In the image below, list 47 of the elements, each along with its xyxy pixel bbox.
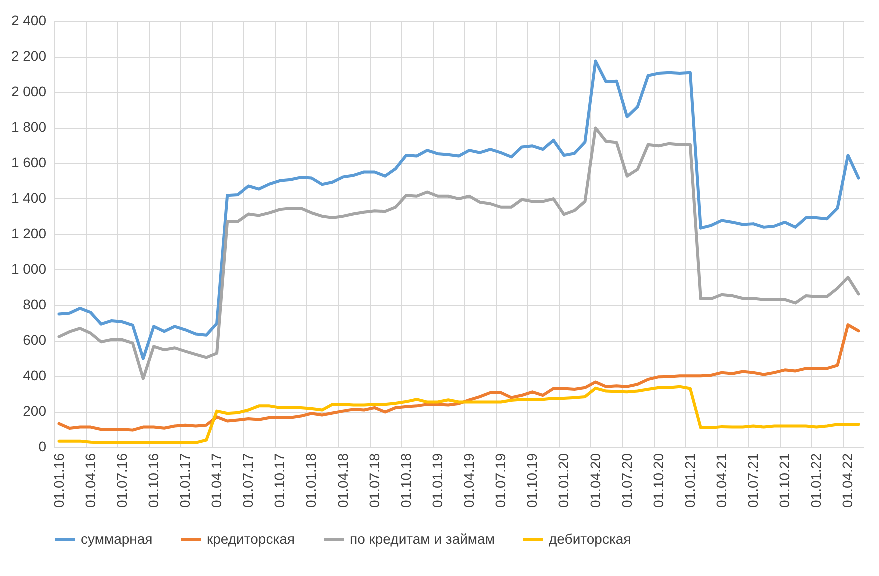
x-tick-label: 01.01.16: [50, 453, 67, 508]
x-tick-label: 01.04.16: [82, 453, 98, 508]
x-tick-label: 01.07.16: [114, 453, 130, 508]
y-tick-label: 200: [23, 403, 47, 419]
y-tick-label: 1 400: [11, 190, 47, 206]
legend-label: суммарная: [81, 530, 153, 547]
legend-label: по кредитам и займам: [350, 530, 495, 547]
line-series: [58, 385, 860, 444]
x-tick-label: 01.07.19: [492, 453, 509, 508]
y-tick-label: 1 200: [11, 226, 47, 242]
x-tick-label: 01.07.18: [366, 453, 382, 508]
y-tick-label: 800: [23, 296, 47, 312]
x-tick-label: 01.10.19: [524, 453, 540, 508]
x-tick-label: 01.04.22: [840, 453, 856, 508]
x-tick-label: 01.01.17: [176, 453, 193, 508]
y-tick-label: 1 600: [11, 154, 47, 170]
y-tick-label: 400: [23, 368, 47, 384]
x-tick-label: 01.01.22: [808, 453, 824, 508]
line-series: [58, 60, 860, 360]
x-tick-label: 01.10.18: [398, 453, 414, 508]
x-tick-label: 01.04.17: [208, 453, 225, 508]
y-tick-label: 600: [23, 332, 47, 348]
line-series: [58, 126, 860, 380]
y-tick-label: 2 000: [11, 84, 47, 100]
x-tick-label: 01.04.19: [461, 453, 478, 508]
x-tick-label: 01.07.17: [240, 453, 256, 508]
y-tick-label: 2 400: [11, 12, 47, 28]
x-tick-label: 01.01.20: [556, 453, 572, 508]
legend-label: дебиторская: [549, 530, 632, 547]
x-tick-label: 01.10.16: [145, 453, 162, 508]
x-tick-label: 01.04.18: [334, 453, 351, 508]
x-tick-label: 01.07.20: [618, 453, 635, 508]
y-tick-label: 0: [38, 438, 47, 454]
legend-label: кредиторская: [207, 530, 296, 547]
y-tick-label: 1 000: [11, 261, 47, 277]
x-tick-label: 01.01.19: [429, 453, 446, 508]
x-tick-label: 01.01.18: [303, 453, 320, 508]
x-tick-label: 01.04.20: [587, 453, 604, 508]
line-series: [58, 324, 860, 432]
x-tick-label: 01.10.17: [272, 453, 288, 508]
y-tick-label: 1 800: [11, 119, 47, 135]
x-tick-label: 01.07.21: [745, 453, 762, 508]
x-tick-label: 01.01.21: [682, 453, 698, 508]
y-tick-label: 2 200: [11, 48, 47, 64]
x-tick-label: 01.10.21: [776, 453, 793, 508]
x-tick-label: 01.04.21: [713, 453, 730, 508]
x-tick-label: 01.10.20: [650, 453, 666, 508]
